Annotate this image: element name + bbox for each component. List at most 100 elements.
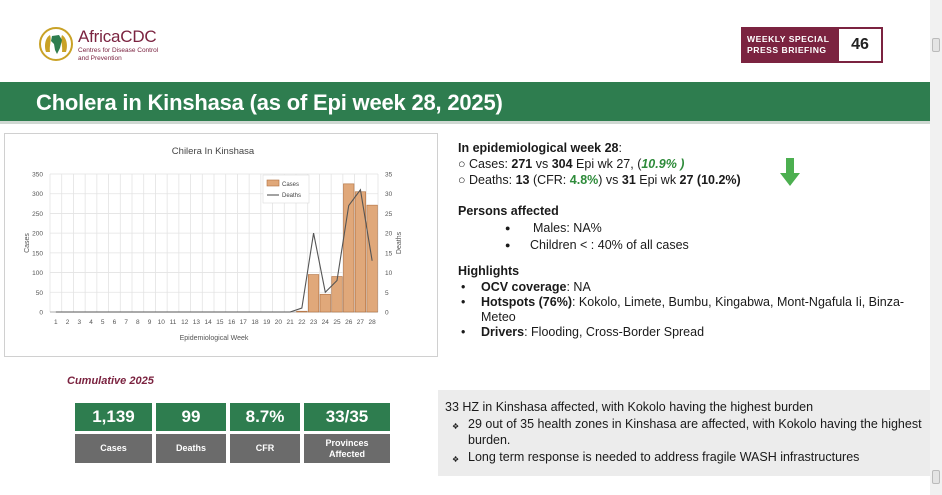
stat-label: Provinces Affected (304, 434, 390, 463)
bar-cases (296, 310, 308, 313)
title-bar: Cholera in Kinshasa (as of Epi week 28, … (0, 82, 930, 124)
bullet-dot: • (461, 295, 466, 309)
diamond-bullet-icon: ❖ (452, 422, 460, 431)
stat-cases: 1,139 Cases (75, 403, 152, 463)
bullet-dot: • (461, 325, 466, 339)
bullet-dot: ● (505, 240, 511, 250)
x-tick-label: 21 (287, 319, 295, 326)
cholera-chart: Chilera In Kinshasa 0 50 100 150 200 250 300 350… (4, 133, 438, 357)
highlight-drivers: • Drivers: Flooding, Cross-Border Spread (458, 325, 928, 340)
cases-prefix: ○ Cases: (458, 157, 512, 171)
cases-vs: vs (532, 157, 552, 171)
y-tick-label: 350 (32, 172, 43, 179)
stat-label: Deaths (156, 434, 226, 463)
legend-swatch-cases (266, 179, 280, 187)
slide-title: Cholera in Kinshasa (as of Epi week 28, … (36, 90, 503, 115)
down-arrow-icon (780, 158, 800, 186)
y2-tick-label: 30 (385, 191, 393, 198)
hz-bullet-1-text: 29 out of 35 health zones in Kinshasa ar… (468, 417, 922, 447)
x-tick-label: 28 (369, 319, 377, 326)
x-tick-label: 24 (322, 319, 330, 326)
y2-tick-label: 10 (385, 270, 393, 277)
x-tick-label: 16 (228, 319, 236, 326)
hz-bullet-2: ❖ Long term response is needed to address… (445, 449, 922, 465)
stat-label: Cases (75, 434, 152, 463)
highlight-hotspots: • Hotspots (76%): Kokolo, Limete, Bumbu, … (458, 295, 928, 325)
y2-tick-label: 25 (385, 211, 393, 218)
males-text: Males: NA% (533, 221, 602, 235)
africa-cdc-emblem-icon (39, 27, 73, 61)
y2-tick-label: 35 (385, 172, 393, 179)
highlights-heading: Highlights (458, 264, 520, 278)
chart-title: Chilera In Kinshasa (172, 146, 255, 157)
cumulative-stats: 1,139 Cases 99 Deaths 8.7% CFR 33/35 Pro… (75, 403, 390, 463)
stat-provinces: 33/35 Provinces Affected (304, 403, 390, 463)
x-tick-label: 11 (170, 319, 177, 326)
children-text: Children < : 40% of all cases (530, 238, 689, 252)
scroll-handle-bottom[interactable] (932, 470, 940, 484)
highlights: Highlights • OCV coverage: NA • Hotspots (… (458, 264, 928, 340)
x-tick-label: 5 (101, 319, 105, 326)
bullet-dot: • (461, 280, 466, 294)
stat-deaths: 99 Deaths (156, 403, 226, 463)
right-edge-strip (930, 0, 942, 495)
x-tick-label: 10 (158, 319, 166, 326)
x-tick-label: 4 (89, 319, 93, 326)
deaths-epi-value: 27 (10.2%) (679, 173, 741, 187)
bar-cases (319, 293, 331, 313)
africa-cdc-logo: AfricaCDC Centres for Disease Control an… (38, 26, 198, 70)
deaths-epi: Epi wk (635, 173, 680, 187)
slide-number: 46 (851, 36, 869, 53)
bullet-dot: ● (505, 223, 511, 233)
x-tick-label: 25 (333, 319, 341, 326)
hotspots-value: : Kokolo, Limete, Bumbu, Kingabwa, Mont-… (571, 295, 905, 309)
deaths-prefix: ○ Deaths: (458, 173, 516, 187)
cumulative-label: Cumulative 2025 (67, 375, 154, 387)
persons-children: ● Children < : 40% of all cases (458, 238, 758, 253)
health-zones-box: 33 HZ in Kinshasa affected, with Kokolo … (438, 390, 930, 476)
x-axis-label: Epidemiological Week (180, 335, 249, 342)
hotspots-value-2: Meteo (481, 310, 516, 324)
cases-line: ○ Cases: 271 vs 304 Epi wk 27, (10.9% ) (458, 156, 928, 172)
y-tick-label: 250 (32, 211, 43, 218)
x-tick-label: 1 (54, 319, 58, 326)
y-tick-label: 300 (32, 191, 43, 198)
diamond-bullet-icon: ❖ (452, 455, 460, 464)
drivers-label: Drivers (481, 325, 525, 339)
persons-males: ● Males: NA% (458, 221, 758, 236)
x-tick-label: 8 (136, 319, 140, 326)
y-tick-label: 50 (36, 290, 44, 297)
y-tick-label: 150 (32, 250, 43, 257)
logo-subtitle-line-1: Centres for Disease Control (78, 47, 159, 54)
y2-tick-label: 5 (385, 290, 389, 297)
x-tick-label: 3 (77, 319, 81, 326)
hz-bullet-1: ❖ 29 out of 35 health zones in Kinshasa a… (445, 416, 922, 448)
x-tick-label: 2 (66, 319, 70, 326)
bar-cases (308, 274, 320, 313)
ocv-value: : NA (566, 280, 591, 294)
badge-text: WEEKLY SPECIAL PRESS BRIEFING (743, 29, 839, 61)
x-tick-label: 22 (298, 319, 306, 326)
y2-tick-label: 0 (385, 310, 389, 317)
x-tick-label: 9 (148, 319, 152, 326)
badge-line-1: WEEKLY SPECIAL (747, 34, 830, 44)
week-info: In epidemiological week 28: ○ Cases: 271… (458, 140, 928, 188)
hz-summary: 33 HZ in Kinshasa affected, with Kokolo … (445, 400, 814, 414)
logo-subtitle-line-2: and Prevention (78, 55, 122, 62)
x-tick-label: 18 (251, 319, 259, 326)
x-tick-label: 12 (181, 319, 189, 326)
chart-svg: Chilera In Kinshasa050100150200250300350… (24, 146, 403, 342)
y-tick-label: 0 (39, 310, 43, 317)
drivers-value: : Flooding, Cross-Border Spread (524, 325, 705, 339)
y2-tick-label: 15 (385, 250, 393, 257)
persons-affected: Persons affected ● Males: NA% ● Children <… (458, 204, 758, 253)
scroll-handle-top[interactable] (932, 38, 940, 52)
x-tick-label: 6 (113, 319, 117, 326)
x-tick-label: 7 (124, 319, 128, 326)
stat-cfr: 8.7% CFR (230, 403, 300, 463)
deaths-now: 13 (515, 173, 530, 187)
line-deaths (55, 188, 373, 313)
stat-value: 8.7% (230, 403, 300, 431)
legend-box (262, 174, 310, 204)
legend-label-cases: Cases (282, 182, 299, 188)
